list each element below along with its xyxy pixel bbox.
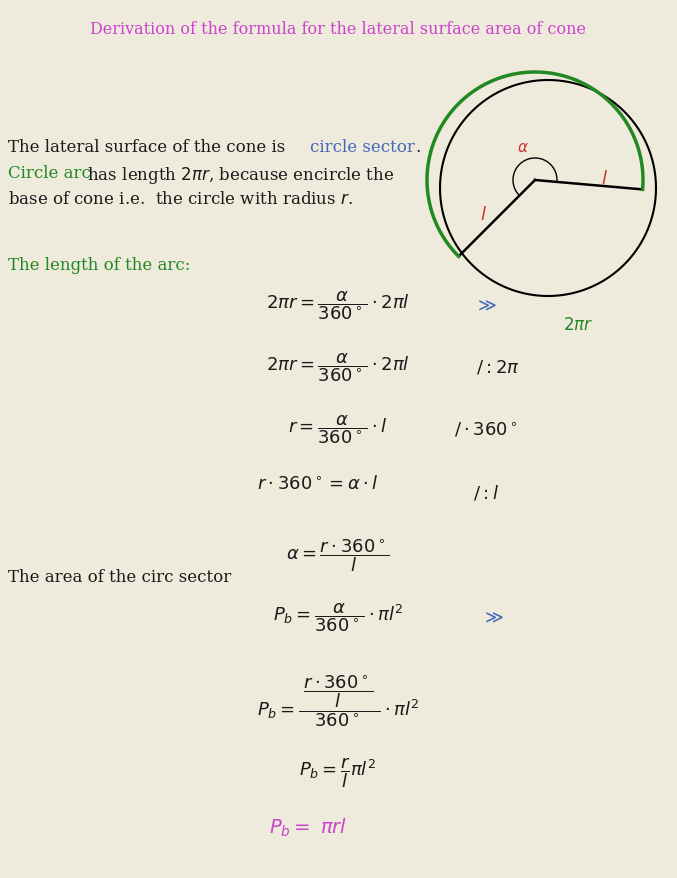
Text: Derivation of the formula for the lateral surface area of cone: Derivation of the formula for the latera… <box>90 21 586 38</box>
Text: $/ : 2\pi$: $/ : 2\pi$ <box>476 358 520 377</box>
Text: $\gg$: $\gg$ <box>481 608 504 626</box>
Text: $P_b = \dfrac{\;\dfrac{r \cdot 360{^\circ}}{l}\;}{360{^\circ}} \cdot \pi l^2$: $P_b = \dfrac{\;\dfrac{r \cdot 360{^\cir… <box>257 673 419 728</box>
Text: Circle arc: Circle arc <box>8 165 91 182</box>
Text: $/ : l$: $/ : l$ <box>473 482 499 501</box>
Text: base of cone i.e.  the circle with radius $r$.: base of cone i.e. the circle with radius… <box>8 191 353 208</box>
Text: $l$: $l$ <box>601 169 608 187</box>
Text: $/ \cdot 360{^\circ}$: $/ \cdot 360{^\circ}$ <box>454 421 518 439</box>
Text: $\alpha$: $\alpha$ <box>517 141 529 155</box>
Text: $\gg$: $\gg$ <box>475 297 498 314</box>
Text: circle sector: circle sector <box>310 139 415 155</box>
Text: $2\pi r = \dfrac{\alpha}{360{^\circ}} \cdot 2\pi l$: $2\pi r = \dfrac{\alpha}{360{^\circ}} \c… <box>266 289 410 321</box>
Text: $l$: $l$ <box>479 205 487 224</box>
Text: $P_b{=}\ \pi r l$: $P_b{=}\ \pi r l$ <box>269 816 347 838</box>
Text: $P_b = \dfrac{r}{l}\pi l^2$: $P_b = \dfrac{r}{l}\pi l^2$ <box>299 754 376 788</box>
Text: $r = \dfrac{\alpha}{360{^\circ}} \cdot l$: $r = \dfrac{\alpha}{360{^\circ}} \cdot l… <box>288 413 388 445</box>
Text: $P_b = \dfrac{\alpha}{360{^\circ}} \cdot \pi l^2$: $P_b = \dfrac{\alpha}{360{^\circ}} \cdot… <box>273 601 403 633</box>
Text: $r \cdot 360{^\circ} = \alpha \cdot l$: $r \cdot 360{^\circ} = \alpha \cdot l$ <box>257 474 379 493</box>
Text: $\alpha = \dfrac{r \cdot 360{^\circ}}{l}$: $\alpha = \dfrac{r \cdot 360{^\circ}}{l}… <box>286 536 390 573</box>
Text: .: . <box>415 139 420 155</box>
Text: has length $2\pi r$, because encircle the: has length $2\pi r$, because encircle th… <box>82 165 394 186</box>
Text: $2\pi r$: $2\pi r$ <box>563 317 593 334</box>
Text: $2\pi r = \dfrac{\alpha}{360{^\circ}} \cdot 2\pi l$: $2\pi r = \dfrac{\alpha}{360{^\circ}} \c… <box>266 350 410 384</box>
Text: The length of the arc:: The length of the arc: <box>8 256 190 274</box>
Text: The lateral surface of the cone is: The lateral surface of the cone is <box>8 139 290 155</box>
Text: The area of the circ sector: The area of the circ sector <box>8 568 232 586</box>
